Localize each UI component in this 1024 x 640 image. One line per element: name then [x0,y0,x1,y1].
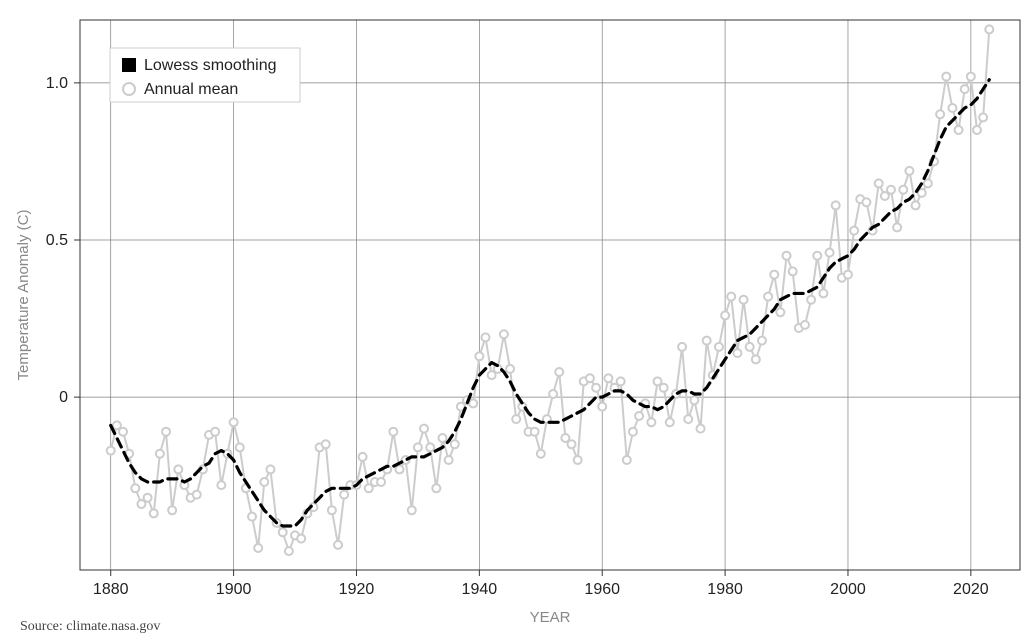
legend-label: Annual mean [144,81,238,98]
legend-swatch-gray-circle-icon [123,83,135,95]
source-note: Source: climate.nasa.gov [20,619,160,634]
x-axis-label: YEAR [530,609,571,626]
x-tick-label: 1980 [707,581,743,598]
y-tick-label: 0.5 [46,232,68,249]
x-tick-label: 1960 [584,581,620,598]
chart-container: 1880 1900 1920 1940 1960 1980 2000 2020 0 0.5 1.0 Y… [0,0,1024,640]
legend: Lowess smoothing Annual mean [110,48,300,102]
x-tick-label: 1920 [339,581,375,598]
y-tick-label: 0 [59,389,68,406]
x-tick-label: 1880 [93,581,129,598]
x-tick-label: 1900 [216,581,252,598]
y-axis-label: Temperature Anomaly (C) [15,210,32,381]
temperature-anomaly-chart: 1880 1900 1920 1940 1960 1980 2000 2020 0 0.5 1.0 Y… [0,0,1024,640]
x-tick-label: 2000 [830,581,866,598]
x-tick-label: 1940 [462,581,498,598]
legend-swatch-black-square-icon [122,58,136,72]
x-tick-label: 2020 [953,581,989,598]
legend-label: Lowess smoothing [144,57,277,74]
y-tick-label: 1.0 [46,75,68,92]
